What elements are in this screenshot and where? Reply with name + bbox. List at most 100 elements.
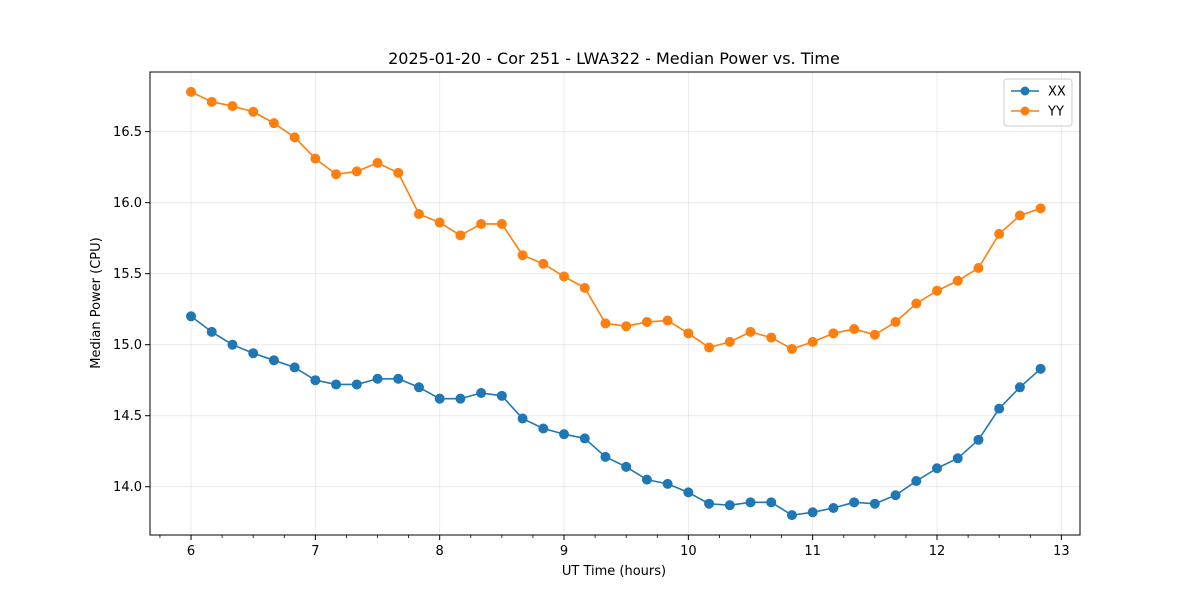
data-point-yy — [227, 101, 238, 112]
data-point-xx — [869, 498, 880, 509]
data-point-yy — [413, 209, 424, 220]
data-point-xx — [952, 453, 963, 464]
data-point-xx — [496, 390, 507, 401]
data-point-yy — [683, 328, 694, 339]
data-point-xx — [331, 379, 342, 390]
data-point-yy — [994, 228, 1005, 239]
data-point-xx — [1035, 363, 1046, 374]
x-tick-label: 11 — [804, 544, 821, 559]
data-point-xx — [517, 413, 528, 424]
data-point-yy — [289, 132, 300, 143]
data-point-xx — [579, 433, 590, 444]
data-point-xx — [704, 498, 715, 509]
data-point-yy — [786, 343, 797, 354]
data-point-xx — [268, 355, 279, 366]
data-point-yy — [641, 316, 652, 327]
x-tick-label: 12 — [929, 544, 946, 559]
plot-frame — [149, 71, 1081, 536]
data-point-xx — [248, 348, 259, 359]
data-point-yy — [248, 106, 259, 117]
data-point-xx — [559, 429, 570, 440]
data-point-yy — [621, 321, 632, 332]
y-tick-label: 16.5 — [113, 125, 142, 140]
data-point-yy — [890, 316, 901, 327]
data-point-yy — [869, 329, 880, 340]
data-point-yy — [372, 157, 383, 168]
data-point-yy — [1035, 203, 1046, 214]
data-point-yy — [393, 167, 404, 178]
data-point-xx — [413, 382, 424, 393]
y-tick-label: 15.0 — [113, 338, 142, 353]
y-tick-label: 16.0 — [113, 196, 142, 211]
data-point-yy — [434, 217, 445, 228]
data-point-yy — [351, 166, 362, 177]
data-point-yy — [766, 332, 777, 343]
data-point-yy — [932, 285, 943, 296]
data-point-yy — [662, 315, 673, 326]
data-point-xx — [206, 326, 217, 337]
x-tick-label: 9 — [560, 544, 568, 559]
series-xx — [186, 311, 1046, 521]
data-point-yy — [331, 169, 342, 180]
data-point-xx — [766, 497, 777, 508]
data-point-xx — [786, 510, 797, 521]
data-point-xx — [890, 490, 901, 501]
data-point-xx — [849, 497, 860, 508]
legend-marker-xx — [1020, 86, 1030, 96]
data-point-xx — [372, 373, 383, 384]
data-point-xx — [310, 375, 321, 386]
plot-series — [186, 86, 1046, 521]
data-point-xx — [600, 451, 611, 462]
data-point-xx — [994, 403, 1005, 414]
data-point-yy — [496, 218, 507, 229]
chart-title: 2025-01-20 - Cor 251 - LWA322 - Median P… — [388, 49, 840, 68]
y-tick-label: 14.5 — [113, 409, 142, 424]
data-point-yy — [579, 282, 590, 293]
x-tick-label: 8 — [436, 544, 444, 559]
data-point-yy — [310, 153, 321, 164]
data-point-xx — [932, 463, 943, 474]
data-point-xx — [289, 362, 300, 373]
data-point-yy — [600, 318, 611, 329]
x-tick-label: 13 — [1053, 544, 1070, 559]
legend-entry-yy: YY — [1011, 105, 1064, 120]
data-point-xx — [476, 387, 487, 398]
legend-marker-yy — [1020, 106, 1030, 116]
y-axis-label: Median Power (CPU) — [89, 237, 104, 368]
data-point-xx — [538, 423, 549, 434]
data-point-yy — [1014, 210, 1025, 221]
x-axis-ticks: 6 7 8 9 10 11 12 13 — [159, 535, 1070, 559]
data-point-xx — [455, 393, 466, 404]
data-point-xx — [621, 461, 632, 472]
y-axis-ticks: 14.0 14.5 15.0 15.5 16.0 16.5 — [113, 125, 150, 495]
data-point-yy — [973, 262, 984, 273]
data-point-yy — [476, 218, 487, 229]
x-tick-label: 10 — [680, 544, 697, 559]
y-tick-label: 15.5 — [113, 267, 142, 282]
legend-entry-xx: XX — [1011, 85, 1066, 100]
data-point-xx — [828, 503, 839, 514]
data-point-xx — [227, 339, 238, 350]
data-point-xx — [1014, 382, 1025, 393]
data-point-xx — [186, 311, 197, 322]
x-tick-label: 6 — [187, 544, 195, 559]
data-point-yy — [455, 230, 466, 241]
x-axis-label: UT Time (hours) — [562, 564, 666, 579]
legend-label-yy: YY — [1047, 105, 1064, 120]
data-point-xx — [745, 497, 756, 508]
data-point-yy — [704, 342, 715, 353]
data-point-yy — [559, 271, 570, 282]
data-point-yy — [538, 258, 549, 269]
data-point-yy — [849, 324, 860, 335]
data-point-xx — [911, 476, 922, 487]
series-yy — [186, 86, 1046, 354]
data-point-xx — [724, 500, 735, 511]
y-tick-label: 14.0 — [113, 480, 142, 495]
data-point-yy — [952, 275, 963, 286]
data-point-yy — [745, 326, 756, 337]
data-point-yy — [517, 250, 528, 261]
data-point-xx — [973, 434, 984, 445]
data-point-xx — [641, 474, 652, 485]
data-point-xx — [662, 478, 673, 489]
